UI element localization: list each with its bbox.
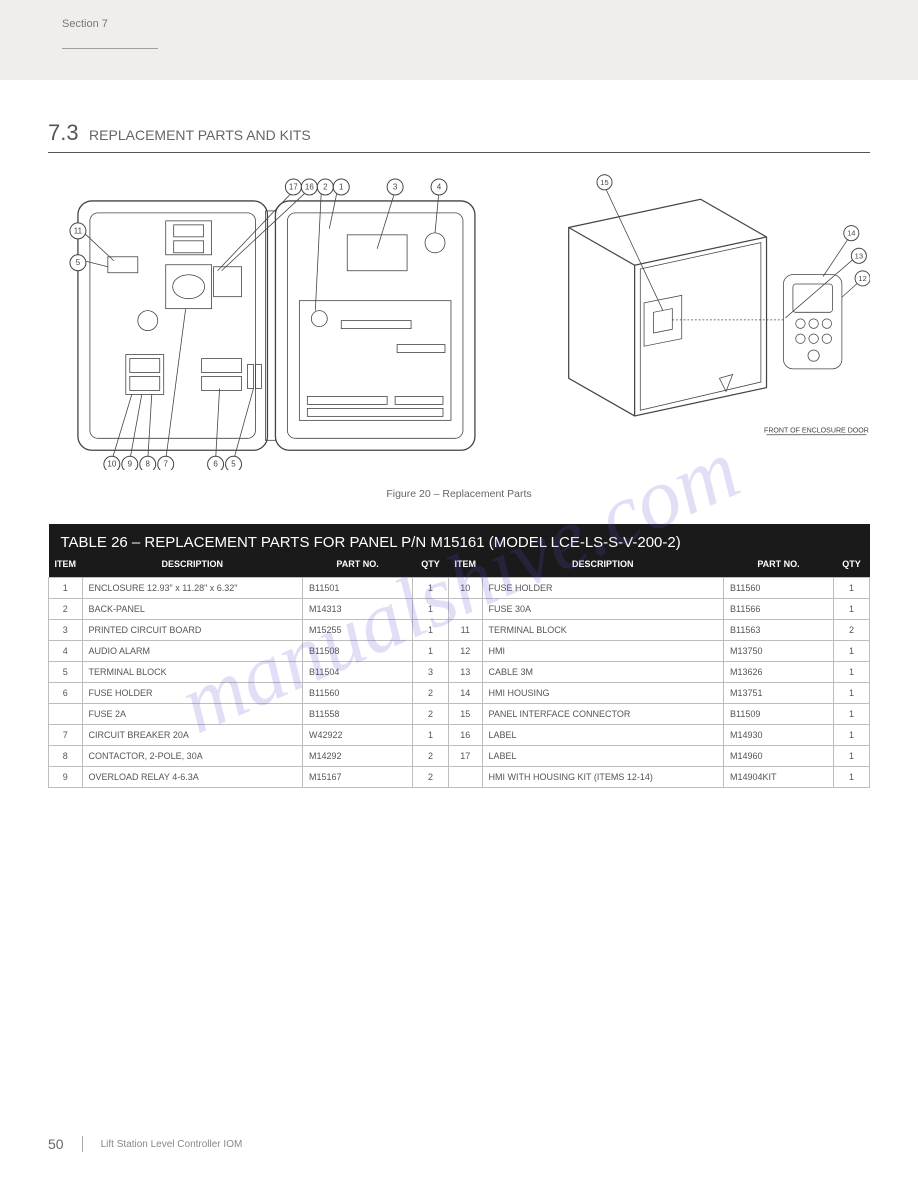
svg-text:17: 17: [289, 182, 298, 191]
table-row: FUSE 2AB11558215PANEL INTERFACE CONNECTO…: [49, 704, 870, 725]
diagram-row: 17 16 2 1 3 4 11 5 10 9 8 7: [48, 171, 870, 470]
table-title: TABLE 26 – REPLACEMENT PARTS FOR PANEL P…: [49, 524, 870, 555]
svg-text:6: 6: [213, 460, 218, 469]
section-number: 7.3: [48, 120, 79, 145]
svg-text:3: 3: [393, 182, 398, 191]
diagram-left: 17 16 2 1 3 4 11 5 10 9 8 7: [48, 171, 507, 470]
svg-text:16: 16: [305, 182, 314, 191]
parts-table: TABLE 26 – REPLACEMENT PARTS FOR PANEL P…: [48, 524, 870, 788]
footer: 50 Lift Station Level Controller IOM: [48, 1136, 242, 1152]
table-row: 2BACK-PANELM143131FUSE 30AB115661: [49, 599, 870, 620]
page-number: 50: [48, 1136, 83, 1152]
section-title: REPLACEMENT PARTS AND KITS: [89, 127, 311, 143]
table-row: 4AUDIO ALARMB11508112HMIM137501: [49, 641, 870, 662]
svg-text:11: 11: [74, 226, 83, 235]
svg-text:15: 15: [600, 178, 608, 187]
svg-text:5: 5: [231, 460, 236, 469]
svg-text:13: 13: [855, 251, 863, 260]
svg-text:14: 14: [847, 229, 855, 238]
page-body: 7.3 REPLACEMENT PARTS AND KITS: [0, 80, 918, 1188]
svg-text:7: 7: [163, 460, 168, 469]
enclosure-open-diagram: 17 16 2 1 3 4 11 5 10 9 8 7: [48, 171, 507, 470]
table-row: 7CIRCUIT BREAKER 20AW42922116LABELM14930…: [49, 725, 870, 746]
table-row: 8CONTACTOR, 2-POLE, 30AM14292217LABELM14…: [49, 746, 870, 767]
table-row: 3PRINTED CIRCUIT BOARDM15255111TERMINAL …: [49, 620, 870, 641]
svg-text:5: 5: [76, 258, 81, 267]
section-header: Section 7: [62, 18, 108, 30]
table-row: 5TERMINAL BLOCKB11504313CABLE 3MM136261: [49, 662, 870, 683]
table-row: 6FUSE HOLDERB11560214HMI HOUSINGM137511: [49, 683, 870, 704]
top-rule: [62, 48, 158, 49]
table-row: 1ENCLOSURE 12.93" x 11.28" x 6.32"B11501…: [49, 578, 870, 599]
footer-text: Lift Station Level Controller IOM: [101, 1139, 243, 1150]
svg-text:4: 4: [437, 182, 442, 191]
svg-text:2: 2: [323, 182, 328, 191]
svg-text:1: 1: [339, 182, 344, 191]
svg-text:12: 12: [858, 274, 866, 283]
svg-text:8: 8: [146, 460, 151, 469]
diagram-right: 15 14 13 12 FRONT OF ENCLOSURE DOOR: [531, 171, 870, 470]
title-block: 7.3 REPLACEMENT PARTS AND KITS: [48, 80, 870, 153]
figure-label: Figure 20 – Replacement Parts: [48, 488, 870, 500]
table-header-row: ITEM DESCRIPTION PART NO. QTY ITEM DESCR…: [49, 555, 870, 578]
table-row: 9OVERLOAD RELAY 4-6.3AM151672HMI WITH HO…: [49, 767, 870, 788]
svg-text:9: 9: [128, 460, 133, 469]
front-door-label: FRONT OF ENCLOSURE DOOR: [764, 428, 869, 435]
enclosure-iso-diagram: 15 14 13 12 FRONT OF ENCLOSURE DOOR: [531, 171, 870, 454]
svg-text:10: 10: [107, 460, 116, 469]
